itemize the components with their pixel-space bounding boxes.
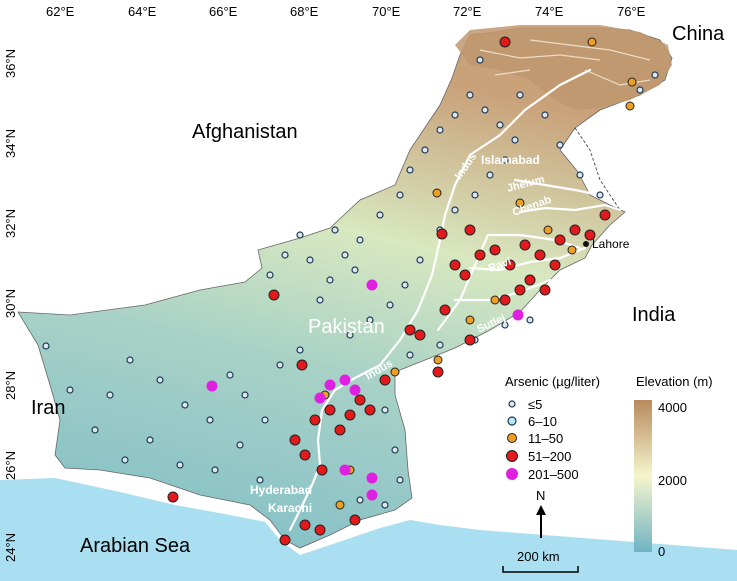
lon-tick-62: 62°E [46, 4, 75, 19]
lon-tick-70: 70°E [372, 4, 401, 19]
lon-tick-74: 74°E [535, 4, 564, 19]
elevation-legend: Elevation (m) 4000 2000 0 [634, 374, 713, 559]
lat-tick-24: 24°N [3, 533, 18, 562]
pakistan-territory [17, 27, 673, 549]
scale-label: 200 km [517, 549, 560, 564]
lat-tick-34: 34°N [3, 129, 18, 158]
legend-title: Arsenic (µg/liter) [505, 374, 600, 389]
legend-item-2: 11–50 [528, 431, 563, 446]
lat-tick-32: 32°N [3, 209, 18, 238]
lon-tick-64: 64°E [128, 4, 157, 19]
karakoram-highlands [455, 25, 672, 110]
lat-tick-26: 26°N [3, 451, 18, 480]
legend-swatch-4 [506, 468, 518, 480]
legend-item-4: 201–500 [528, 467, 579, 482]
label-pakistan: Pakistan [308, 316, 385, 338]
elevation-colorbar [634, 400, 652, 552]
international-border [574, 127, 621, 211]
lon-tick-68: 68°E [290, 4, 319, 19]
label-afghanistan: Afghanistan [192, 121, 298, 143]
label-hyderabad: Hyderabad [250, 483, 312, 497]
label-iran: Iran [31, 397, 65, 419]
north-label: N [536, 488, 545, 503]
lon-tick-66: 66°E [209, 4, 238, 19]
label-india: India [632, 304, 676, 326]
legend-item-0: ≤5 [528, 397, 542, 412]
north-arrow: N [536, 488, 546, 538]
highland-ridges [479, 39, 651, 86]
samples-le5 [42, 56, 659, 509]
legend-item-3: 51–200 [528, 449, 571, 464]
lon-tick-76: 76°E [617, 4, 646, 19]
lat-tick-36: 36°N [3, 49, 18, 78]
arabian-sea [0, 478, 737, 581]
legend-swatch-2 [507, 433, 517, 443]
label-islamabad: Islamabad [481, 153, 540, 167]
lat-tick-28: 28°N [3, 371, 18, 400]
elevation-min: 0 [658, 544, 665, 559]
lat-tick-30: 30°N [3, 289, 18, 318]
samples-51-200 [167, 36, 611, 546]
label-lahore: Lahore [592, 237, 630, 251]
scale-bar: 200 km [502, 549, 579, 573]
legend-swatch-1 [507, 416, 517, 426]
label-china: China [672, 23, 725, 45]
legend-swatch-0 [508, 400, 516, 408]
label-karachi: Karachi [268, 501, 312, 515]
north-arrow-icon [536, 505, 546, 515]
samples-201-500 [206, 279, 524, 501]
label-arabian-sea: Arabian Sea [80, 535, 191, 557]
lon-tick-72: 72°E [453, 4, 482, 19]
legend-item-1: 6–10 [528, 414, 557, 429]
elevation-mid: 2000 [658, 473, 687, 488]
elevation-title: Elevation (m) [636, 374, 713, 389]
elevation-max: 4000 [658, 400, 687, 415]
legend-swatch-3 [506, 450, 518, 462]
arsenic-legend: Arsenic (µg/liter) ≤5 6–10 11–50 51–200 … [505, 374, 600, 482]
lahore-marker [583, 241, 589, 247]
